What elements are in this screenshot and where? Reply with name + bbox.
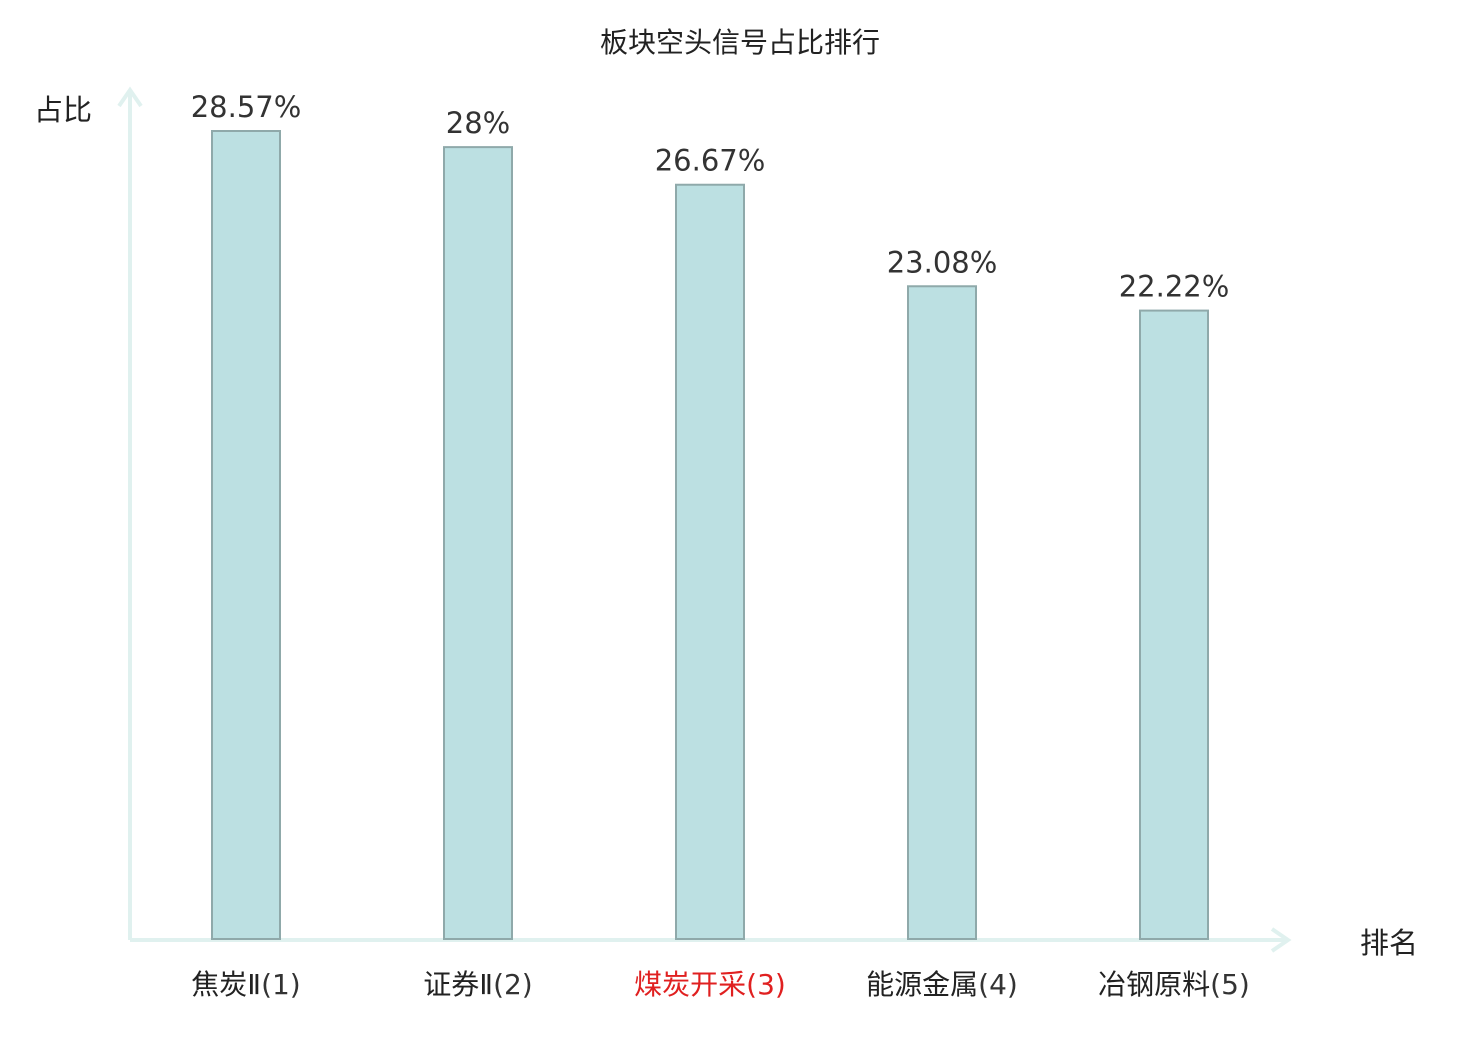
category-label-group: 焦炭Ⅱ(1) 证券Ⅱ(2) 煤炭开采(3) 能源金属(4) 冶钢原料(5) (191, 968, 1250, 1001)
category-rank: (3) (746, 968, 786, 1001)
category-name: 焦炭Ⅱ (191, 968, 261, 1001)
bar (443, 146, 513, 940)
category-label: 冶钢原料(5) (1098, 968, 1250, 1001)
category-label: 证券Ⅱ(2) (423, 968, 532, 1001)
category-name: 冶钢原料 (1098, 968, 1210, 1001)
bar-series (211, 130, 1209, 940)
category-label: 焦炭Ⅱ(1) (191, 968, 300, 1001)
category-name: 能源金属 (866, 968, 978, 1001)
category-rank: (2) (493, 968, 533, 1001)
bar (211, 130, 281, 940)
value-label: 28% (446, 106, 510, 140)
category-rank: (5) (1210, 968, 1250, 1001)
category-name: 证券Ⅱ (423, 968, 493, 1001)
category-rank: (4) (978, 968, 1018, 1001)
y-axis-arrow (117, 86, 143, 108)
value-label: 26.67% (655, 144, 766, 178)
x-axis-arrow (1270, 927, 1292, 953)
bar (907, 285, 977, 940)
axes (117, 86, 1292, 953)
category-rank: (1) (261, 968, 301, 1001)
y-axis-label: 占比 (34, 93, 92, 127)
value-label-group: 28.57% 28% 26.67% 23.08% 22.22% (191, 90, 1230, 304)
category-label: 能源金属(4) (866, 968, 1018, 1001)
x-axis-label: 排名 (1360, 926, 1418, 960)
category-label: 煤炭开采(3) (634, 968, 786, 1001)
bar (1139, 309, 1209, 940)
bar (675, 183, 745, 940)
value-label: 23.08% (887, 245, 998, 279)
value-label: 22.22% (1119, 270, 1230, 304)
value-label: 28.57% (191, 90, 302, 124)
category-name: 煤炭开采 (634, 968, 746, 1001)
chart-title: 板块空头信号占比排行 (600, 26, 880, 59)
